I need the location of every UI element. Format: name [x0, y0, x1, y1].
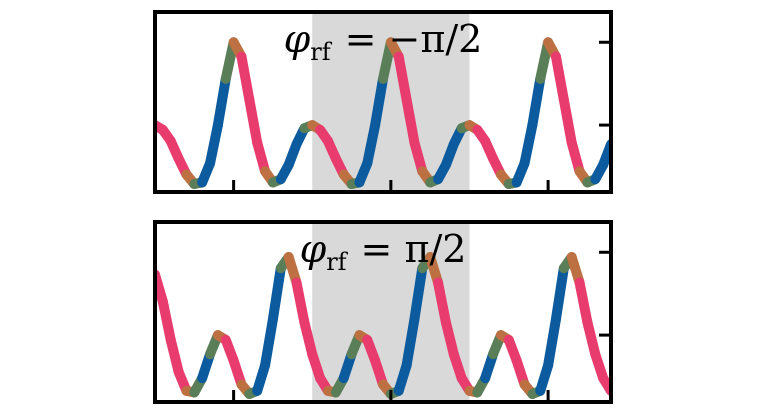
series-segment — [236, 51, 255, 105]
series-segment — [527, 73, 546, 131]
panel-1: φrf = −π/2 — [153, 10, 613, 194]
series-segment — [519, 120, 538, 169]
panel-title: φrf = −π/2 — [284, 17, 483, 66]
series-segment — [558, 94, 577, 148]
series-segment — [362, 120, 381, 169]
series-segment — [582, 317, 601, 360]
panel-title: φrf = π/2 — [300, 227, 467, 276]
series-segment — [401, 94, 420, 148]
title-subscript: rf — [326, 248, 348, 276]
series-segment — [157, 296, 176, 345]
series-segment — [267, 263, 286, 325]
panel-2: φrf = π/2 — [153, 220, 613, 404]
series-segment — [409, 263, 428, 325]
series-segment — [291, 277, 310, 328]
series-segment — [393, 51, 412, 105]
series-segment — [543, 314, 561, 371]
plot-frame — [153, 220, 613, 404]
title-rhs: = π/2 — [361, 227, 467, 271]
series-segment — [550, 263, 569, 325]
series-segment — [440, 317, 459, 360]
series-segment — [260, 314, 278, 371]
title-symbol: φ — [300, 227, 327, 271]
series-segment — [401, 314, 420, 371]
series-segment — [574, 277, 593, 328]
series-segment — [165, 334, 184, 377]
plot-frame — [153, 10, 613, 194]
title-subscript: rf — [310, 38, 332, 66]
series-segment — [244, 94, 263, 148]
series-segment — [205, 120, 223, 169]
series-segment — [212, 73, 231, 131]
series-segment — [370, 73, 388, 131]
series-segment — [433, 277, 451, 328]
title-symbol: φ — [284, 17, 311, 61]
series-segment — [550, 51, 569, 105]
series-line — [155, 252, 611, 400]
title-rhs: = −π/2 — [345, 17, 483, 61]
series-segment — [299, 317, 318, 360]
series-line — [155, 37, 611, 190]
